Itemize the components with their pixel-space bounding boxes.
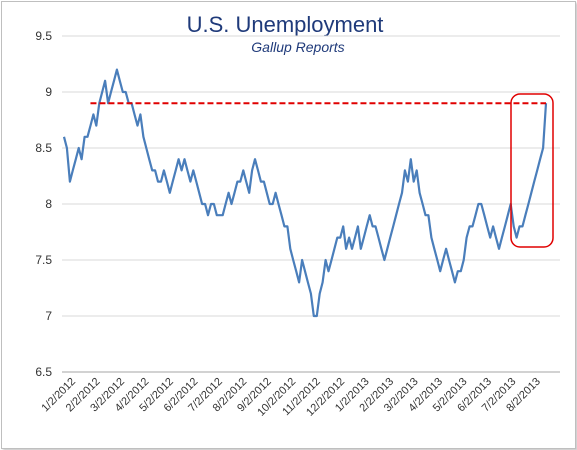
x-axis: 1/2/20122/2/20123/2/20124/2/20125/2/2012… — [39, 376, 543, 419]
series-group — [62, 68, 548, 318]
series-line — [62, 68, 548, 318]
y-tick-label: 9.5 — [35, 29, 52, 43]
chart-title: U.S. Unemployment — [187, 12, 384, 37]
y-tick-label: 7.5 — [35, 253, 52, 267]
y-tick-label: 6.5 — [35, 365, 52, 379]
y-tick-label: 8 — [45, 197, 52, 211]
y-tick-label: 7 — [45, 309, 52, 323]
gridlines — [62, 35, 560, 373]
highlight-box — [510, 93, 554, 248]
chart-subtitle: Gallup Reports — [251, 39, 344, 55]
y-tick-label: 9 — [45, 85, 52, 99]
y-tick-label: 8.5 — [35, 141, 52, 155]
annotations — [90, 93, 554, 248]
y-axis: 6.5 7 7.5 8 8.5 9 9.5 — [35, 29, 52, 379]
